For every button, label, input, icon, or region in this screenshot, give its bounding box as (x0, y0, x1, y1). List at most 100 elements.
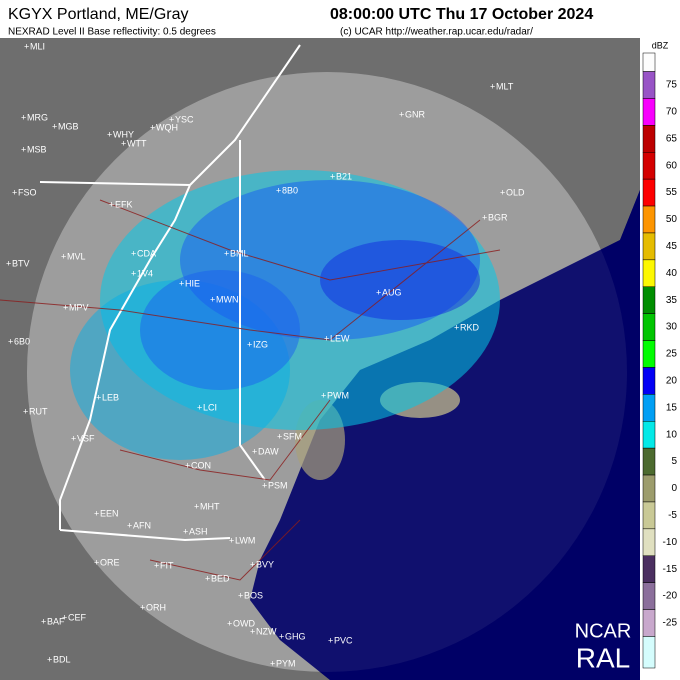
scale-label: 75 (666, 80, 678, 91)
station-label: RKD (460, 322, 480, 332)
station-marker: + (227, 618, 232, 628)
station-marker: + (279, 631, 284, 641)
station-marker: + (21, 112, 26, 122)
station-label: WTT (127, 138, 147, 148)
station-label: LWM (235, 535, 255, 545)
scale-swatch (642, 555, 656, 583)
station-label: BML (230, 248, 249, 258)
station-marker: + (62, 612, 67, 622)
station-label: LEW (330, 333, 350, 343)
scale-label: -10 (663, 537, 678, 548)
scale-swatch (642, 367, 656, 395)
station-title: KGYX Portland, ME/Gray (8, 6, 189, 23)
scale-swatch (642, 125, 656, 153)
station-label: OWD (233, 618, 255, 628)
station-label: OLD (506, 187, 525, 197)
station-marker: + (47, 654, 52, 664)
scale-swatch (642, 447, 656, 476)
station-marker: + (490, 81, 495, 91)
station-marker: + (23, 406, 28, 416)
station-label: ORH (146, 602, 166, 612)
scale-swatch (642, 232, 656, 261)
scale-swatch (642, 286, 656, 314)
station-marker: + (150, 122, 155, 132)
station-label: CDA (137, 248, 156, 258)
station-label: B21 (336, 171, 352, 181)
station-marker: + (270, 658, 275, 668)
station-marker: + (454, 322, 459, 332)
station-label: MRG (27, 112, 48, 122)
scale-label: 70 (666, 107, 678, 118)
station-label: AFN (133, 520, 151, 530)
station-label: EFK (115, 199, 133, 209)
station-label: PYM (276, 658, 296, 668)
station-label: YSC (175, 114, 194, 124)
station-label: LEB (102, 392, 119, 402)
station-label: BTV (12, 258, 30, 268)
station-label: HIE (185, 278, 200, 288)
station-marker: + (8, 336, 13, 346)
station-marker: + (131, 248, 136, 258)
station-marker: + (247, 339, 252, 349)
station-marker: + (24, 41, 29, 51)
scale-label: 30 (666, 322, 678, 333)
station-label: PSM (268, 480, 288, 490)
station-label: WHY (113, 129, 134, 139)
station-marker: + (6, 258, 11, 268)
station-marker: + (121, 138, 126, 148)
station-marker: + (12, 187, 17, 197)
scale-swatch (642, 205, 656, 234)
station-label: 1V4 (137, 268, 153, 278)
scale-swatch (642, 98, 656, 126)
scale-swatch (642, 178, 656, 207)
station-label: IZG (253, 339, 268, 349)
station-label: ASH (189, 526, 208, 536)
station-label: RUT (29, 406, 48, 416)
station-marker: + (321, 390, 326, 400)
station-label: NZW (256, 626, 277, 636)
scale-label: 55 (666, 187, 678, 198)
scale-label: -5 (668, 510, 677, 521)
station-label: 6B0 (14, 336, 30, 346)
scale-label: 15 (666, 402, 678, 413)
station-marker: + (330, 171, 335, 181)
station-marker: + (41, 616, 46, 626)
station-label: AUG (382, 287, 402, 297)
station-marker: + (205, 573, 210, 583)
station-label: FSO (18, 187, 37, 197)
station-marker: + (328, 635, 333, 645)
station-label: SFM (283, 431, 302, 441)
station-marker: + (140, 602, 145, 612)
station-marker: + (154, 560, 159, 570)
station-label: VSF (77, 433, 95, 443)
station-label: FIT (160, 560, 174, 570)
station-marker: + (500, 187, 505, 197)
scale-swatch (642, 609, 656, 637)
scale-label: 45 (666, 241, 678, 252)
logo-ncar: NCAR (575, 620, 632, 642)
station-label: PWM (327, 390, 349, 400)
scale-label: 0 (671, 483, 677, 494)
station-label: MSB (27, 144, 47, 154)
station-label: MLT (496, 81, 514, 91)
credit: (c) UCAR http://weather.rap.ucar.edu/rad… (340, 27, 533, 38)
scale-swatch (642, 501, 656, 530)
scale-label: 50 (666, 214, 678, 225)
station-label: MVL (67, 251, 86, 261)
station-marker: + (277, 431, 282, 441)
station-label: ORE (100, 557, 120, 567)
station-marker: + (252, 446, 257, 456)
station-marker: + (224, 248, 229, 258)
scale-swatch (642, 152, 656, 180)
scale-label: 65 (666, 133, 678, 144)
scale-swatch (642, 582, 656, 610)
scale-swatch (642, 313, 656, 341)
station-label: BAF (47, 616, 65, 626)
scale-swatch (642, 71, 656, 99)
scale-label: 20 (666, 376, 678, 387)
scale-swatch (642, 394, 656, 422)
scale-label: -20 (663, 591, 678, 602)
station-label: MGB (58, 121, 79, 131)
station-label: DAW (258, 446, 279, 456)
scale-label: 40 (666, 268, 678, 279)
